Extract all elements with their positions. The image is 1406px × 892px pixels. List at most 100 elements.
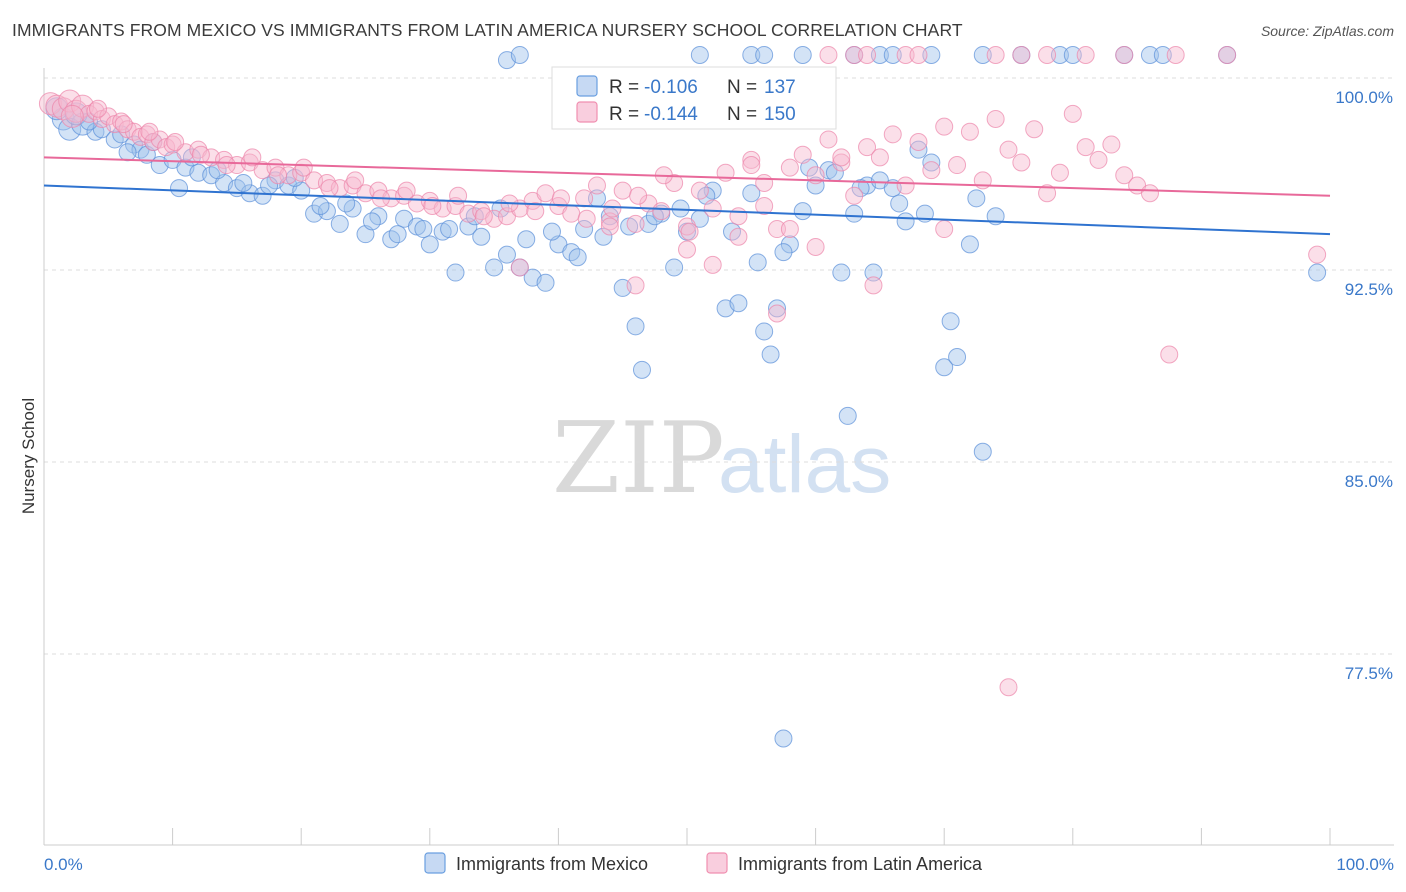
latin-america-point-81 — [960, 122, 979, 141]
latin-america-point-68 — [793, 145, 812, 164]
chart-title: IMMIGRANTS FROM MEXICO VS IMMIGRANTS FRO… — [12, 20, 963, 40]
series-mexico-points — [45, 45, 1327, 748]
latin-america-point-135 — [346, 171, 365, 190]
latin-america-point-105 — [729, 227, 748, 246]
mexico-point-20 — [253, 186, 272, 205]
mexico-point-95 — [1063, 45, 1082, 64]
latin-america-point-130 — [217, 156, 236, 175]
mexico-point-118 — [517, 230, 536, 249]
latin-america-point-137 — [397, 181, 416, 200]
latin-america-point-109 — [832, 148, 851, 167]
mexico-point-115 — [440, 220, 459, 239]
latin-america-point-122 — [1166, 45, 1185, 64]
latin-america-point-93 — [1115, 166, 1134, 185]
mexico-point-26 — [330, 214, 349, 233]
latin-america-point-133 — [294, 158, 313, 177]
mexico-point-83 — [510, 45, 529, 64]
latin-america-point-108 — [806, 237, 825, 256]
latin-america-point-78 — [922, 161, 941, 180]
y-tick-label-1: 92.5% — [1345, 280, 1393, 299]
latin-america-point-74 — [870, 148, 889, 167]
latin-america-point-76 — [896, 176, 915, 195]
mexico-point-78 — [973, 442, 992, 461]
latin-america-point-146 — [629, 186, 648, 205]
mexico-point-74 — [922, 153, 941, 172]
bottom-legend: Immigrants from Mexico Immigrants from L… — [424, 852, 983, 874]
mexico-point-131 — [851, 179, 870, 198]
latin-america-point-103 — [678, 240, 696, 259]
mexico-point-67 — [832, 263, 851, 282]
mexico-point-107 — [234, 173, 253, 192]
mexico-point-132 — [864, 263, 883, 282]
latin-america-point-104 — [703, 255, 722, 274]
latin-america-point-126 — [114, 115, 133, 134]
mexico-point-61 — [761, 345, 780, 364]
mexico-point-64 — [793, 202, 812, 221]
latin-america-point-144 — [577, 209, 596, 228]
latin-america-point-101 — [600, 217, 619, 236]
mexico-point-119 — [542, 222, 561, 241]
mexico-point-113 — [388, 225, 407, 244]
latin-america-point-73 — [858, 138, 877, 157]
y-axis-label: Nursery School — [19, 398, 38, 514]
mexico-point-13 — [170, 179, 189, 198]
latin-america-point-58 — [665, 173, 684, 192]
latin-america-point-51 — [575, 189, 594, 208]
latin-america-point-145 — [603, 199, 622, 218]
mexico-point-68 — [845, 204, 864, 223]
latin-america-point-106 — [755, 197, 774, 215]
mexico-point-120 — [568, 248, 587, 267]
mexico-point-76 — [948, 348, 967, 367]
latin-america-point-86 — [1025, 120, 1044, 139]
latin-america-point-116 — [909, 45, 928, 64]
mexico-point-73 — [909, 140, 928, 159]
latin-america-point-57 — [652, 202, 671, 221]
y-tick-labels: 100.0% 92.5% 85.0% 77.5% — [1335, 88, 1393, 683]
latin-america-point-60 — [690, 181, 709, 200]
mexico-point-121 — [594, 227, 613, 246]
latin-america-point-90 — [1076, 138, 1095, 157]
latin-america-point-138 — [423, 197, 442, 215]
latin-america-point-120 — [1076, 45, 1095, 64]
mexico-point-75 — [935, 358, 954, 377]
latin-america-point-114 — [858, 45, 877, 64]
latin-america-point-80 — [948, 156, 967, 175]
stats-legend: R = -0.106 N = 137 R = -0.144 N = 150 — [551, 66, 837, 130]
latin-america-point-89 — [1063, 104, 1082, 123]
latin-america-point-70 — [819, 130, 838, 149]
latin-america-point-65 — [755, 173, 774, 192]
legend-r-label-pink: R = — [609, 104, 639, 125]
trend-lines — [43, 156, 1331, 236]
mexico-point-84 — [690, 45, 709, 64]
latin-america-point-67 — [780, 158, 799, 177]
latin-america-point-125 — [89, 99, 108, 118]
mexico-point-53 — [665, 258, 684, 277]
latin-america-point-131 — [243, 148, 262, 167]
mexico-point-87 — [793, 45, 812, 64]
mexico-point-112 — [362, 212, 381, 231]
legend-r-value-blue: -0.106 — [644, 77, 698, 98]
mexico-point-33 — [420, 235, 439, 254]
mexico-point-136 — [967, 189, 986, 208]
bottom-legend-label-mexico: Immigrants from Mexico — [456, 854, 648, 874]
latin-america-point-66 — [768, 220, 787, 239]
latin-america-point-59 — [678, 217, 696, 236]
latin-america-point-119 — [1038, 45, 1057, 64]
latin-america-point-96 — [1160, 345, 1179, 364]
bottom-legend-swatch-latin-america — [706, 852, 728, 874]
mexico-point-35 — [446, 263, 465, 282]
latin-america-point-83 — [986, 109, 1005, 128]
latin-america-point-92 — [1102, 135, 1121, 154]
latin-america-point-121 — [1115, 45, 1134, 64]
mexico-point-133 — [890, 194, 909, 213]
mexico-point-135 — [941, 312, 960, 331]
latin-america-point-99 — [768, 304, 787, 323]
mexico-point-127 — [748, 253, 767, 272]
mexico-point-37 — [472, 227, 491, 246]
legend-r-value-pink: -0.144 — [644, 104, 698, 125]
latin-america-point-88 — [1050, 163, 1069, 182]
latin-america-point-115 — [896, 45, 915, 64]
latin-america-point-91 — [1089, 150, 1108, 169]
y-tick-label-0: 100.0% — [1335, 88, 1393, 107]
